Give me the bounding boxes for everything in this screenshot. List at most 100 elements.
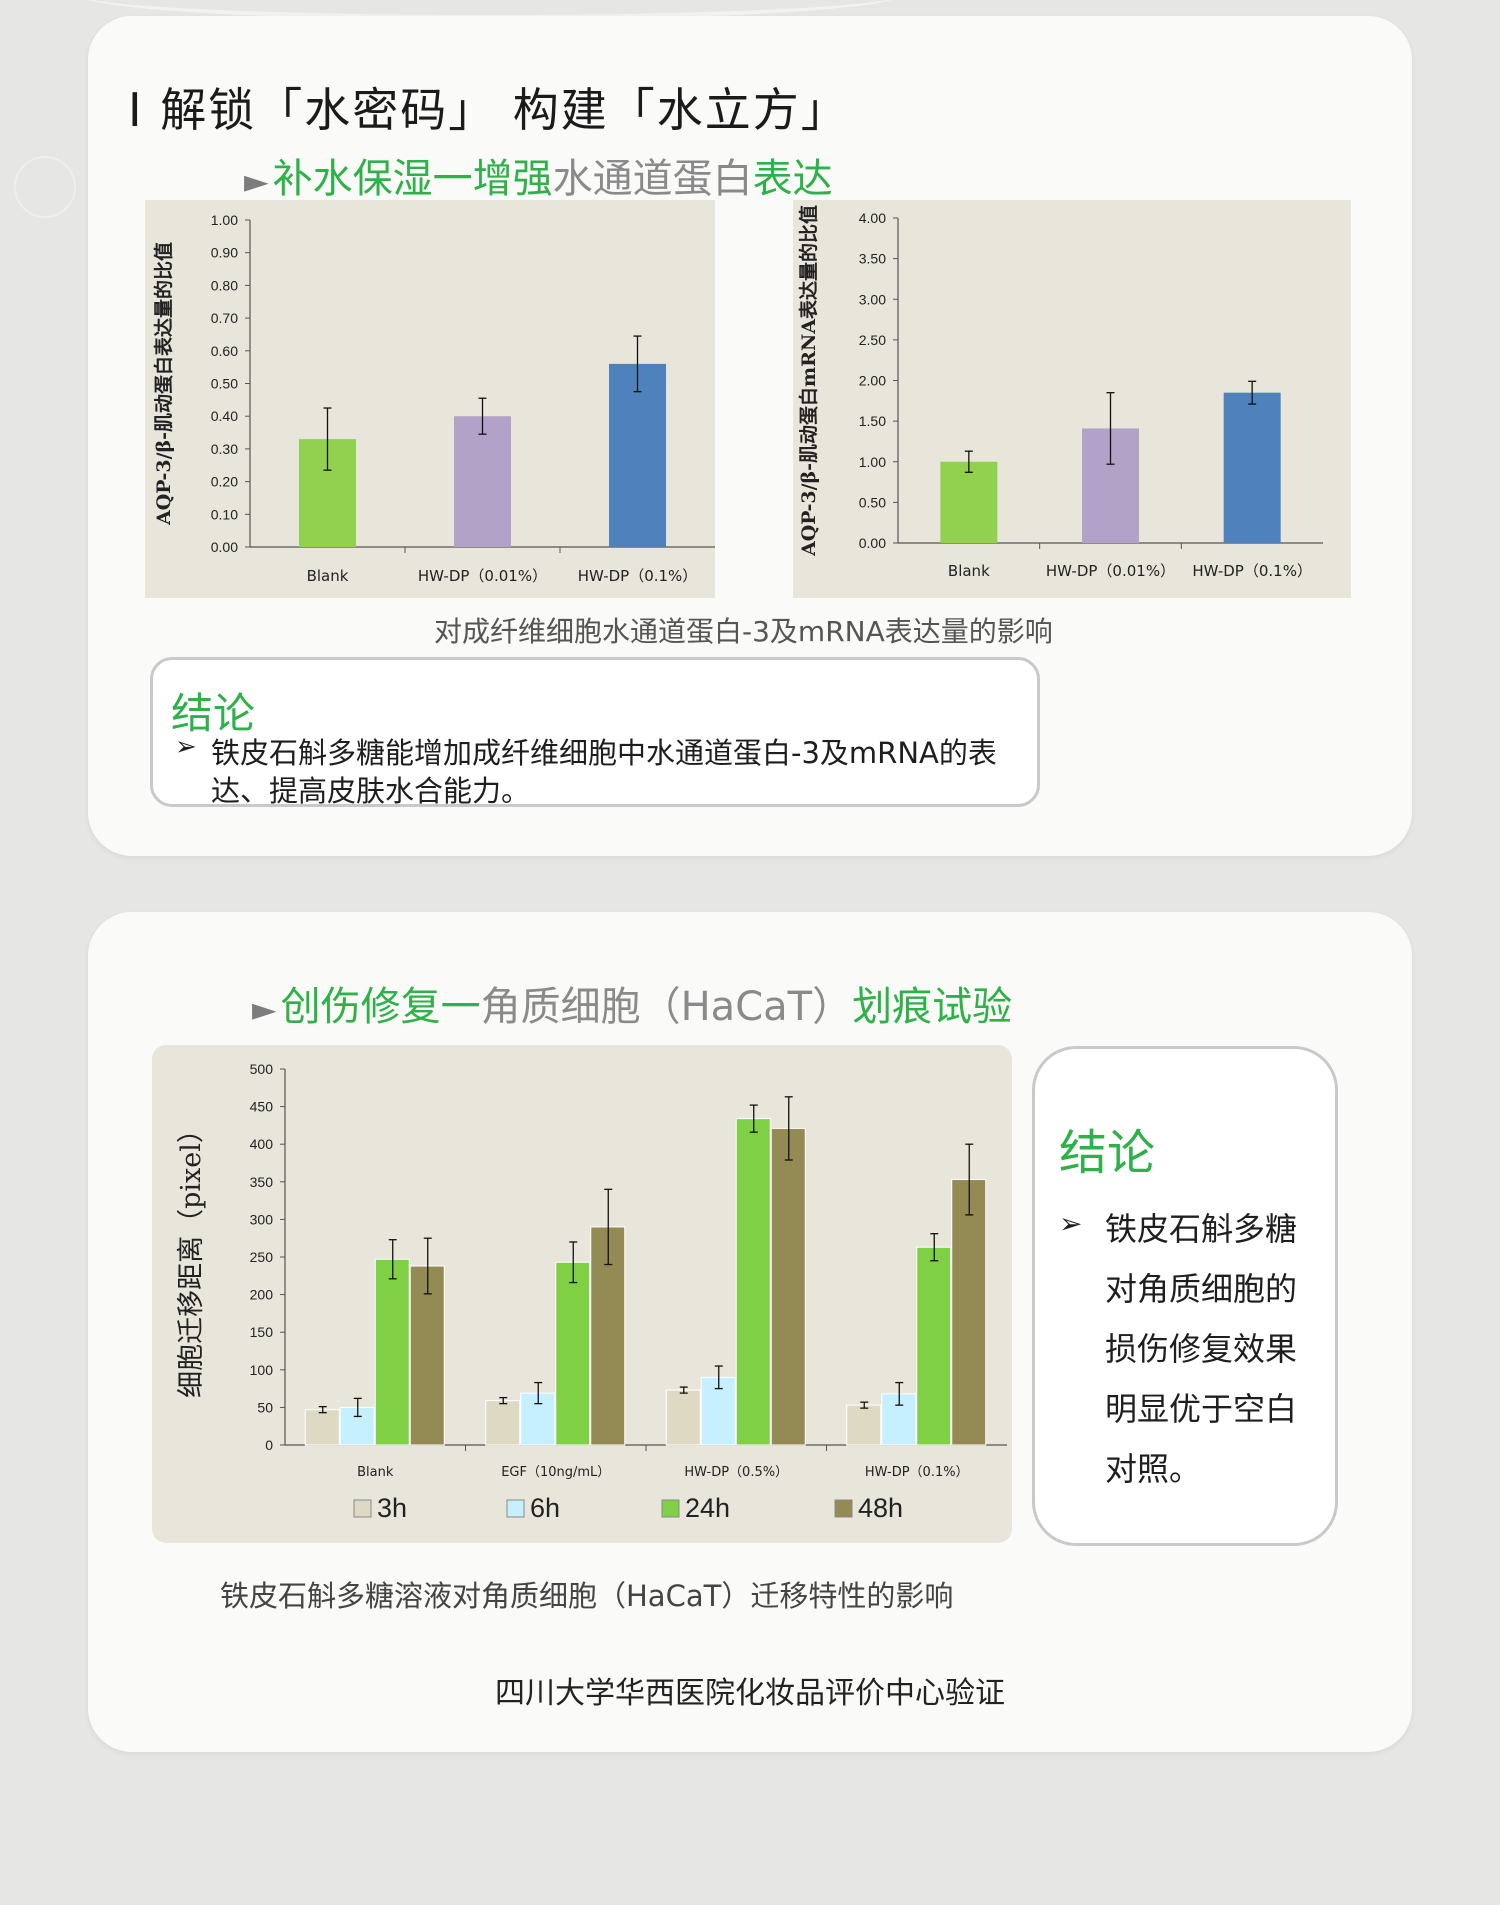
y-tick-label: 500 xyxy=(250,1061,274,1077)
y-tick-label: 450 xyxy=(250,1099,274,1115)
aqp3-mrna-chart: 0.00 0.50 1.00 1.50 2.00 2.50 3.00 3.50 4.00 AQP-… xyxy=(793,200,1351,598)
x-tick-label: Blank xyxy=(357,1465,394,1480)
chart-svg: 0 50 100 150 200 250 300 350 400 450 500 细胞迁移距离（pix… xyxy=(176,1061,1007,1523)
bar-Blank xyxy=(940,461,998,543)
bullet-icon: ➢ xyxy=(175,732,197,762)
y-tick-label: 0.20 xyxy=(211,474,238,490)
y-axis-label: AQP-3/β-肌动蛋白mRNA表达量的比值 xyxy=(797,205,820,557)
x-tick-label: HW-DP（0.5%） xyxy=(684,1465,788,1480)
legend-label: 6h xyxy=(530,1493,560,1523)
subtitle-green-text: 补水保湿一增强 xyxy=(272,156,553,202)
y-tick-label: 1.00 xyxy=(211,212,238,228)
bar-24h xyxy=(374,1258,410,1446)
y-tick-label: 150 xyxy=(250,1324,274,1340)
conclusion-line-2: 达、提高皮肤水合能力。 xyxy=(211,774,531,808)
wound-subtitle: ► 创伤修复一角质细胞（HaCaT）划痕试验 xyxy=(252,974,1012,1032)
bar-48h xyxy=(770,1127,806,1446)
y-axis-label: AQP-3/β-肌动蛋白表达量的比值 xyxy=(152,242,175,526)
y-tick-label: 0.90 xyxy=(211,245,238,261)
hydration-subtitle: ► 补水保湿一增强水通道蛋白表达 xyxy=(244,146,833,204)
subtitle-gray-text: 水通道蛋白 xyxy=(552,156,753,202)
y-tick-label: 0.70 xyxy=(211,310,238,326)
triangle-arrow-icon: ► xyxy=(252,990,277,1028)
y-tick-label: 250 xyxy=(250,1249,274,1265)
y-tick-label: 0.40 xyxy=(211,408,238,424)
legend-swatch xyxy=(834,1499,853,1518)
y-tick-label: 3.00 xyxy=(859,291,886,307)
x-tick-label: Blank xyxy=(307,567,349,585)
section-title: Ⅰ 解锁「水密码」 构建「水立方」 xyxy=(128,83,849,137)
legend-label: 48h xyxy=(858,1493,903,1523)
bar-3h xyxy=(304,1409,340,1446)
chart-svg: 0.00 0.50 1.00 1.50 2.00 2.50 3.00 3.50 4.00 AQP-… xyxy=(797,205,1323,580)
y-tick-label: 2.50 xyxy=(859,332,886,348)
y-tick-label: 100 xyxy=(250,1362,274,1378)
legend-label: 24h xyxy=(685,1493,730,1523)
x-tick-label: HW-DP（0.1%） xyxy=(1192,562,1312,580)
y-tick-label: 1.50 xyxy=(859,413,886,429)
y-tick-label: 3.50 xyxy=(859,251,886,267)
subtitle-green-text-2: 划痕试验 xyxy=(852,984,1013,1030)
bar-3h xyxy=(665,1389,701,1446)
conclusion-line: 对照。 xyxy=(1105,1450,1202,1488)
y-axis-label: 细胞迁移距离（pixel） xyxy=(176,1116,207,1398)
y-tick-label: 0.50 xyxy=(211,376,238,392)
conclusion-line: 明显优于空白 xyxy=(1105,1390,1298,1428)
y-tick-label: 4.00 xyxy=(859,210,886,226)
x-tick-label: EGF（10ng/mL） xyxy=(501,1465,610,1480)
subtitle-green-text-2: 表达 xyxy=(752,156,833,202)
x-tick-label: Blank xyxy=(948,562,990,580)
y-tick-label: 50 xyxy=(257,1399,273,1415)
conclusion-line: 铁皮石斛多糖 xyxy=(1105,1210,1298,1248)
conclusion-title: 结论 xyxy=(1059,1125,1156,1181)
chart-svg: 0.00 0.10 0.20 0.30 0.40 0.50 0.60 0.70 0.80 0.90… xyxy=(152,212,715,585)
y-tick-label: 0.00 xyxy=(211,539,238,555)
conclusion-line: 对角质细胞的 xyxy=(1105,1270,1298,1308)
y-tick-label: 300 xyxy=(250,1211,274,1227)
x-tick-label: HW-DP（0.1%） xyxy=(865,1465,969,1480)
bar-3h xyxy=(846,1404,882,1446)
verification-footer: 四川大学华西医院化妆品评价中心验证 xyxy=(495,1676,1005,1711)
bar-HW-DP（0.1%） xyxy=(609,363,666,547)
legend-label: 3h xyxy=(377,1493,407,1523)
bar-24h xyxy=(555,1261,591,1446)
background-circle xyxy=(14,156,76,218)
y-tick-label: 0 xyxy=(265,1437,273,1453)
legend-swatch xyxy=(661,1499,680,1518)
chart-caption-2: 铁皮石斛多糖溶液对角质细胞（HaCaT）迁移特性的影响 xyxy=(220,1579,954,1613)
conclusion-box-2: 结论 ➢ 铁皮石斛多糖 对角质细胞的 损伤修复效果 明显优于空白 对照。 xyxy=(1032,1046,1338,1546)
bar-3h xyxy=(485,1400,521,1446)
conclusion-text: 铁皮石斛多糖 对角质细胞的 损伤修复效果 明显优于空白 对照。 xyxy=(1105,1199,1297,1499)
x-tick-label: HW-DP（0.01%） xyxy=(1046,562,1175,580)
bar-48h xyxy=(951,1179,987,1446)
x-tick-label: HW-DP（0.1%） xyxy=(578,567,698,585)
y-tick-label: 0.10 xyxy=(211,506,238,522)
legend-swatch xyxy=(506,1499,525,1518)
triangle-arrow-icon: ► xyxy=(244,162,269,200)
conclusion-line: 损伤修复效果 xyxy=(1105,1330,1298,1368)
bar-48h xyxy=(409,1265,445,1446)
y-tick-label: 0.30 xyxy=(211,441,238,457)
bar-HW-DP（0.01%） xyxy=(454,416,511,547)
subtitle-gray-text: 角质细胞（HaCaT） xyxy=(480,984,853,1030)
chart-caption-1: 对成纤维细胞水通道蛋白-3及mRNA表达量的影响 xyxy=(434,615,1053,648)
y-tick-label: 0.50 xyxy=(859,494,886,510)
y-tick-label: 0.00 xyxy=(859,535,886,551)
migration-chart: 0 50 100 150 200 250 300 350 400 450 500 细胞迁移距离（pix… xyxy=(152,1045,1012,1543)
y-tick-label: 0.60 xyxy=(211,343,238,359)
y-tick-label: 2.00 xyxy=(859,373,886,389)
y-tick-label: 350 xyxy=(250,1174,274,1190)
conclusion-line-1: 铁皮石斛多糖能增加成纤维细胞中水通道蛋白-3及mRNA的表 xyxy=(211,736,997,770)
x-tick-label: HW-DP（0.01%） xyxy=(418,567,547,585)
conclusion-title: 结论 xyxy=(171,689,256,738)
y-tick-label: 400 xyxy=(250,1136,274,1152)
conclusion-box-1: 结论 ➢ 铁皮石斛多糖能增加成纤维细胞中水通道蛋白-3及mRNA的表 达、提高皮… xyxy=(150,657,1040,808)
bullet-icon: ➢ xyxy=(1059,1207,1083,1240)
bar-HW-DP（0.1%） xyxy=(1223,392,1281,543)
aqp3-protein-chart: 0.00 0.10 0.20 0.30 0.40 0.50 0.60 0.70 0.80 0.90… xyxy=(145,200,715,598)
y-tick-label: 0.80 xyxy=(211,277,238,293)
y-tick-label: 1.00 xyxy=(859,454,886,470)
y-tick-label: 200 xyxy=(250,1287,274,1303)
bar-24h xyxy=(916,1246,952,1446)
legend-swatch xyxy=(353,1499,372,1518)
